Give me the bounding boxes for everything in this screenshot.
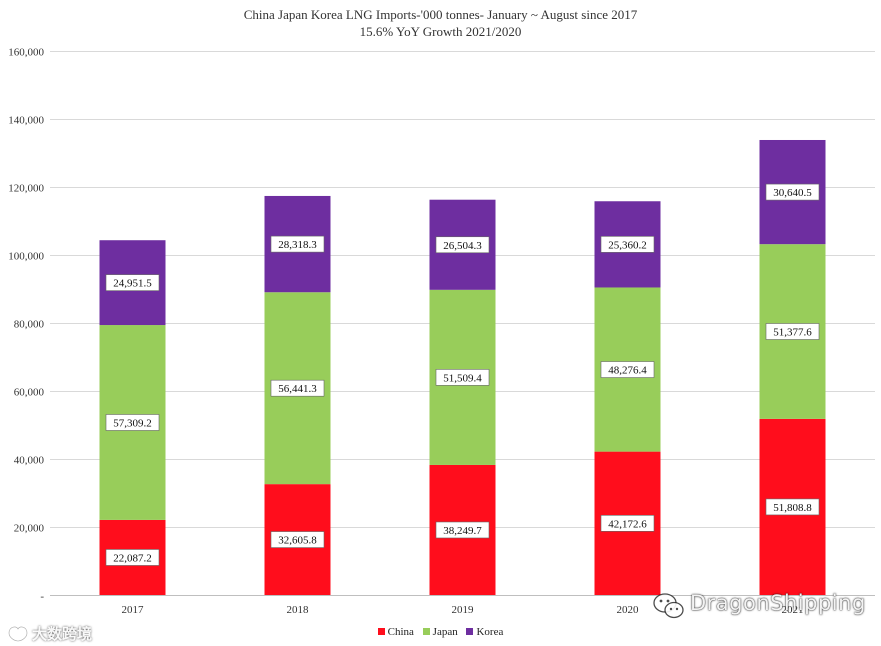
data-label: 48,276.4 <box>608 365 647 377</box>
legend: China Japan Korea <box>0 626 881 638</box>
chart-title: China Japan Korea LNG Imports-'000 tonne… <box>243 7 638 22</box>
legend-swatch-korea <box>466 628 474 635</box>
data-label: 51,509.4 <box>443 372 482 384</box>
legend-swatch-china <box>377 628 385 635</box>
data-label: 24,951.5 <box>113 278 152 290</box>
data-label: 42,172.6 <box>608 518 647 530</box>
data-label: 57,309.2 <box>113 417 152 429</box>
data-label-box <box>600 236 655 253</box>
data-label: 51,808.8 <box>773 502 812 514</box>
x-tick-label: 2019 <box>452 604 475 616</box>
data-label-box <box>435 369 490 386</box>
legend-label-japan: Japan <box>432 626 458 638</box>
y-tick-label: 140,000 <box>8 115 44 127</box>
x-tick-label: 2020 <box>617 604 640 616</box>
watermark-left-text: 大数跨境 <box>32 625 93 643</box>
watermark-dragonshipping: DragonShipping <box>640 590 880 624</box>
legend-swatch-japan <box>422 628 430 635</box>
data-label: 25,360.2 <box>608 239 647 251</box>
wechat-icon <box>653 593 684 619</box>
data-label-box <box>435 236 490 254</box>
legend-label-china: China <box>387 626 414 638</box>
data-label-box <box>270 379 325 397</box>
data-label: 28,318.3 <box>278 239 317 251</box>
data-label-box <box>435 521 490 539</box>
y-tick-label: 20,000 <box>14 523 45 535</box>
data-label: 51,377.6 <box>773 327 812 339</box>
data-label: 38,249.7 <box>443 525 482 537</box>
data-label-box <box>600 515 655 532</box>
watermark-left: 大数跨境 <box>6 622 126 644</box>
data-label-box <box>270 235 325 253</box>
chart-subtitle: 15.6% YoY Growth 2021/2020 <box>359 24 522 39</box>
y-tick-label: 40,000 <box>14 455 45 467</box>
x-tick-label: 2017 <box>122 604 145 616</box>
brand-logo-icon <box>7 625 29 643</box>
legend-item-japan: Japan <box>422 626 458 638</box>
data-label-box <box>765 323 820 340</box>
legend-label-korea: Korea <box>476 626 504 638</box>
data-label: 26,504.3 <box>443 240 482 252</box>
y-tick-label: 80,000 <box>14 319 45 331</box>
y-tick-label: 60,000 <box>14 387 45 399</box>
legend-item-korea: Korea <box>466 626 503 638</box>
x-tick-label: 2021 <box>782 604 804 616</box>
data-label: 30,640.5 <box>773 187 812 199</box>
x-tick-label: 2018 <box>287 604 310 616</box>
data-label-box <box>105 274 160 291</box>
data-label: 22,087.2 <box>113 552 152 564</box>
data-label-box <box>270 531 325 548</box>
data-label: 32,605.8 <box>278 535 317 547</box>
y-tick-label: 100,000 <box>8 251 44 263</box>
data-label-box <box>600 361 655 378</box>
data-label-box <box>105 414 160 431</box>
y-tick-label: - <box>40 591 44 603</box>
data-label-box <box>765 183 820 201</box>
data-label-box <box>105 549 160 566</box>
y-tick-label: 120,000 <box>8 183 44 195</box>
watermark-text: DragonShipping <box>690 591 866 615</box>
data-label-box <box>765 498 820 516</box>
data-label: 56,441.3 <box>278 383 317 395</box>
legend-item-china: China <box>377 626 414 638</box>
y-tick-label: 160,000 <box>8 47 44 59</box>
